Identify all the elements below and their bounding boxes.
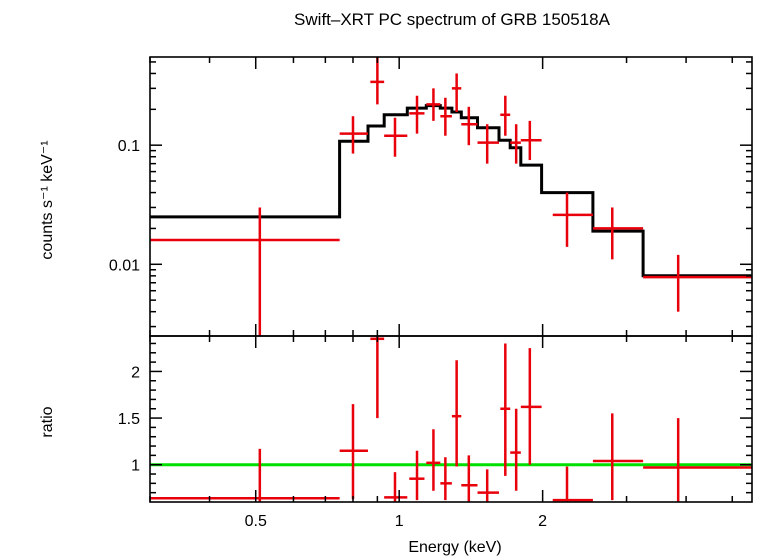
spectrum-point-16 — [643, 254, 752, 312]
axis-labels-layer: 0.01 0.1 1 1.5 2 0.5 1 2 — [109, 138, 547, 530]
spectrum-point-1 — [150, 207, 340, 336]
ratio-point-2 — [339, 404, 368, 500]
top-panel-ytick-label: 0.01 — [109, 257, 140, 274]
bottom-panel-ytick-label: 1 — [131, 458, 140, 475]
ratio-point-9 — [461, 455, 478, 502]
model-step-curve — [150, 104, 752, 278]
ratio-point-3 — [370, 336, 385, 419]
spectrum-point-4 — [384, 117, 408, 157]
spectrum-point-3 — [370, 57, 385, 105]
x-tick-label: 0.5 — [245, 513, 267, 530]
ratio-point-12 — [510, 408, 521, 491]
ratio-point-15 — [592, 413, 644, 501]
x-tick-label: 2 — [538, 513, 547, 530]
bottom-panel-frame — [149, 335, 753, 503]
spectrum-point-7 — [440, 97, 452, 136]
top-panel-ytick-label: 0.1 — [118, 138, 140, 155]
bottom-panel-ytick-label: 2 — [131, 364, 140, 381]
spectrum-point-8 — [451, 73, 462, 112]
ratio-point-11 — [500, 343, 511, 476]
spectrum-point-13 — [520, 120, 542, 161]
bottom-panel-ytick-label: 1.5 — [118, 411, 140, 428]
ratio-point-1 — [150, 448, 340, 502]
ratio-point-4 — [384, 472, 408, 502]
ratio-point-16 — [643, 418, 752, 502]
ratio-point-5 — [409, 450, 425, 501]
ratio-point-14 — [552, 466, 593, 502]
spectrum-point-2 — [339, 116, 368, 154]
ratio-point-8 — [451, 360, 462, 467]
ratio-point-10 — [477, 469, 500, 502]
x-axis-label: Energy (keV) — [408, 539, 501, 556]
top-panel-frame — [149, 56, 753, 337]
plot-frames-layer — [149, 56, 753, 503]
spectrum-point-6 — [426, 88, 441, 121]
spectrum-point-9 — [461, 106, 478, 146]
spectrum-point-14 — [552, 192, 593, 247]
x-tick-label: 1 — [395, 513, 404, 530]
spectrum-point-15 — [592, 207, 644, 260]
plot-lines-layer — [150, 57, 752, 502]
ratio-point-13 — [520, 348, 542, 465]
spectrum-point-10 — [477, 124, 500, 164]
spectrum-point-11 — [500, 95, 511, 136]
axis-ticks-layer — [149, 57, 752, 502]
bottom-panel-y-axis-label: ratio — [39, 406, 56, 437]
top-panel-y-axis-label: counts s⁻¹ keV⁻¹ — [39, 140, 56, 259]
ratio-point-6 — [426, 429, 441, 491]
chart-title: Swift–XRT PC spectrum of GRB 150518A — [294, 10, 611, 29]
spectrum-point-5 — [409, 95, 425, 134]
spectrum-point-12 — [510, 124, 521, 164]
ratio-point-7 — [440, 457, 452, 501]
